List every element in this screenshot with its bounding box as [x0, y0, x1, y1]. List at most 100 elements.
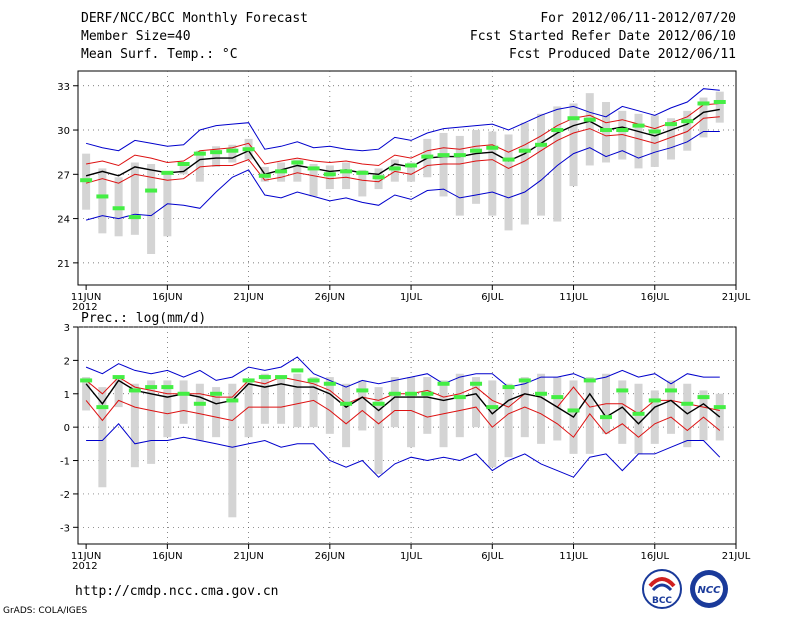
p2-median-11: [258, 375, 271, 380]
member-size: Member Size=40: [81, 29, 191, 44]
p1-median-1: [96, 194, 109, 199]
p1-median-20: [405, 163, 418, 168]
p2-box-0: [82, 377, 91, 411]
p1-median-24: [470, 148, 483, 153]
bcc-logo: BCC: [641, 568, 683, 610]
p2-median-24: [470, 381, 483, 386]
p1-box-7: [195, 150, 204, 182]
p1-median-34: [632, 123, 645, 128]
p1-median-31: [583, 117, 596, 122]
p2-median-5: [161, 385, 174, 390]
chart-title: DERF/NCC/BCC Monthly Forecast: [81, 11, 308, 26]
p2-box-6: [179, 380, 188, 424]
p2-box-31: [585, 377, 594, 454]
p2-box-38: [699, 390, 708, 441]
p2-median-29: [551, 395, 564, 400]
p2-ytick-label--3: -3: [60, 523, 70, 534]
p2-median-3: [128, 388, 141, 393]
p2-box-37: [683, 383, 692, 448]
p1-median-12: [275, 169, 288, 174]
p2-median-15: [323, 381, 336, 386]
p2-median-21: [421, 391, 434, 396]
ncc-logo-text: NCC: [697, 585, 721, 596]
p2-line-min: [86, 423, 721, 478]
p2-median-10: [242, 378, 255, 383]
p2-xtick-label-8: 21JUL: [722, 551, 751, 562]
p2-median-39: [713, 405, 726, 410]
p2-box-14: [309, 377, 318, 428]
footer-url[interactable]: http://cmdp.ncc.cma.gov.cn: [75, 584, 279, 599]
bcc-logo-text: BCC: [652, 596, 672, 606]
p1-median-33: [616, 128, 629, 133]
p1-median-4: [145, 188, 158, 193]
p2-box-16: [342, 383, 351, 448]
p2-box-18: [374, 387, 383, 474]
p1-box-27: [520, 122, 529, 225]
p1-median-22: [437, 153, 450, 158]
p1-box-29: [553, 106, 562, 222]
p2-median-16: [340, 401, 353, 406]
p2-median-34: [632, 411, 645, 416]
p2-box-23: [455, 373, 464, 438]
variable-label-top: Mean Surf. Temp.: °C: [81, 47, 238, 62]
p2-line-mean: [85, 379, 721, 425]
p1-xtick-label-3: 26JUN: [315, 292, 345, 303]
p2-median-8: [210, 391, 223, 396]
p1-median-5: [161, 170, 174, 175]
p1-box-13: [293, 159, 302, 182]
p1-median-29: [551, 128, 564, 133]
p2-year-label: 2012: [72, 561, 97, 572]
p2-median-22: [437, 381, 450, 386]
p1-median-15: [323, 172, 336, 177]
p1-year-label: 2012: [72, 302, 97, 313]
p1-box-36: [667, 118, 676, 160]
p1-line-mean: [85, 108, 720, 177]
p2-median-6: [177, 391, 190, 396]
p2-plot-frame: [77, 326, 737, 545]
p2-box-4: [147, 380, 156, 464]
p1-box-9: [228, 144, 237, 163]
p2-xtick-label-6: 11JUL: [559, 551, 588, 562]
p2-line-upper: [85, 376, 720, 415]
p1-box-16: [342, 162, 351, 190]
p1-median-8: [210, 150, 223, 155]
p2-median-7: [193, 401, 206, 406]
p1-median-19: [388, 166, 401, 171]
p2-xtick-label-0: 11JUN: [71, 551, 101, 562]
p2-median-36: [665, 388, 678, 393]
p1-box-37: [683, 110, 692, 151]
p1-median-27: [518, 148, 531, 153]
p1-xtick-label-7: 16JUL: [640, 292, 669, 303]
forecast-period: For 2012/06/11-2012/07/20: [540, 11, 736, 26]
p2-median-31: [583, 378, 596, 383]
p2-ytick-label--1: -1: [60, 457, 70, 468]
p2-ytick-label-3: 3: [64, 323, 70, 334]
p2-xtick-label-7: 16JUL: [640, 551, 669, 562]
p1-ytick-label-27: 27: [57, 170, 70, 181]
p2-box-34: [634, 383, 643, 454]
p1-ytick-label-30: 30: [57, 126, 70, 137]
p2-median-2: [112, 375, 125, 380]
p2-median-0: [80, 378, 93, 383]
p1-line-upper: [86, 103, 720, 167]
p1-box-33: [618, 110, 627, 160]
p2-xtick-label-3: 26JUN: [315, 551, 345, 562]
p1-ytick-label-33: 33: [57, 82, 70, 93]
p1-box-23: [455, 135, 464, 216]
p1-box-31: [585, 93, 594, 166]
p1-median-26: [502, 157, 515, 162]
p2-median-19: [388, 391, 401, 396]
p2-box-7: [195, 383, 204, 441]
p1-xtick-label-6: 11JUL: [559, 292, 588, 303]
p1-median-32: [600, 128, 613, 133]
p1-xtick-label-4: 1JUL: [400, 292, 423, 303]
p2-xtick-label-1: 16JUN: [152, 551, 182, 562]
p1-median-10: [242, 147, 255, 152]
p1-median-14: [307, 166, 320, 171]
p1-xtick-label-1: 16JUN: [152, 292, 182, 303]
p1-median-3: [128, 215, 141, 220]
p1-box-17: [358, 169, 367, 197]
p1-box-32: [602, 101, 611, 163]
p2-box-10: [244, 380, 253, 438]
